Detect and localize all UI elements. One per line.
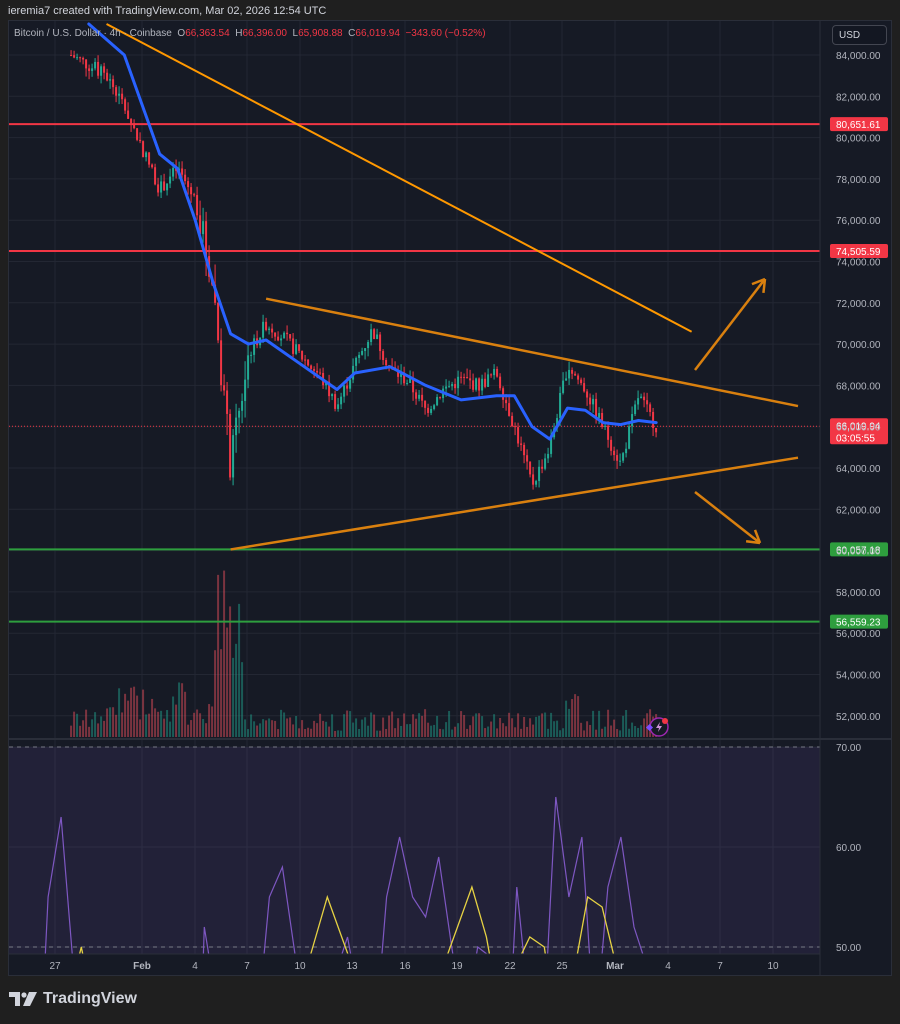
rsi-tick-label: 50.00 <box>836 943 861 954</box>
chart-caption: ieremia7 created with TradingView.com, M… <box>8 5 327 17</box>
long-term-ma-line[interactable] <box>106 23 693 333</box>
time-tick-label: 27 <box>49 961 61 972</box>
ema-line <box>87 22 658 441</box>
price-tick-label: 66,000.00 <box>836 423 881 434</box>
price-tick-label: 58,000.00 <box>836 588 881 599</box>
time-tick-label: 7 <box>717 961 723 972</box>
horizontal-levels[interactable]: 80,651.61 74,505.59 60,057.18 56,559.23 66,0… <box>9 117 888 629</box>
time-tick-label: 13 <box>346 961 358 972</box>
time-axis[interactable]: 27 Feb 4 7 10 13 16 19 22 25 Mar 4 7 10 <box>49 961 779 972</box>
candlestick-series <box>70 50 658 490</box>
level-price-tag <box>830 542 888 557</box>
time-tick-label: 10 <box>294 961 306 972</box>
level-price-label: 60,057.18 <box>836 545 881 556</box>
tradingview-logo-icon <box>9 992 37 1006</box>
bar-countdown-label: 03:05:55 <box>836 433 875 444</box>
time-tick-label: 19 <box>451 961 463 972</box>
close-label: C <box>348 28 356 39</box>
price-tick-label: 78,000.00 <box>836 175 881 186</box>
low-value: 65,908.88 <box>298 28 343 39</box>
time-tick-label: 4 <box>192 961 198 972</box>
level-price-tag <box>830 614 888 629</box>
symbol-name: Bitcoin / U.S. Dollar · 4h · Coinbase <box>14 28 172 39</box>
price-tick-label: 60,000.00 <box>836 547 881 558</box>
price-tick-label: 74,000.00 <box>836 258 881 269</box>
price-tick-label: 52,000.00 <box>836 712 881 723</box>
price-tick-label: 84,000.00 <box>836 51 881 62</box>
rsi-band <box>9 747 820 954</box>
time-tick-label: 10 <box>767 961 779 972</box>
price-tick-label: 54,000.00 <box>836 671 881 682</box>
open-label: O <box>177 28 186 39</box>
time-tick-label: 7 <box>244 961 250 972</box>
breakout-up-arrow[interactable] <box>694 278 766 371</box>
indicator-alert-icon[interactable] <box>645 717 669 737</box>
grid-lines <box>9 21 820 954</box>
close-value: 66,019.94 <box>355 28 400 39</box>
level-price-label: 74,505.59 <box>836 247 881 258</box>
level-price-tag <box>830 117 888 132</box>
time-tick-label: Mar <box>606 961 624 972</box>
volume-histogram <box>70 570 658 737</box>
triangle-lower-line[interactable] <box>230 456 799 551</box>
level-price-label: 56,559.23 <box>836 618 881 629</box>
open-value: 66,363.54 <box>185 28 230 39</box>
trendline-drawings[interactable] <box>106 23 799 551</box>
price-tick-label: 80,000.00 <box>836 134 881 145</box>
price-tick-label: 70,000.00 <box>836 340 881 351</box>
change-value: −343.60 (−0.52%) <box>405 28 486 39</box>
low-label: L <box>292 28 299 39</box>
price-tick-label: 62,000.00 <box>836 505 881 516</box>
breakdown-down-arrow[interactable] <box>694 491 761 544</box>
price-tick-label: 68,000.00 <box>836 381 881 392</box>
high-label: H <box>235 28 243 39</box>
currency-button[interactable]: USD <box>832 25 887 45</box>
rsi-tick-label: 60.00 <box>836 843 861 854</box>
level-price-tag <box>830 244 888 259</box>
high-value: 66,396.00 <box>242 28 287 39</box>
last-price-tag <box>830 418 888 445</box>
level-price-label: 80,651.61 <box>836 120 881 131</box>
time-tick-label: Feb <box>133 961 151 972</box>
price-tick-label: 76,000.00 <box>836 216 881 227</box>
time-tick-label: 4 <box>665 961 671 972</box>
triangle-upper-line[interactable] <box>265 297 799 408</box>
time-tick-label: 25 <box>556 961 568 972</box>
tradingview-logo[interactable]: TradingView <box>9 990 137 1008</box>
last-price-label: 66,019.94 <box>836 421 881 432</box>
price-axis[interactable]: 84,000.00 82,000.00 80,000.00 78,000.00 76,0… <box>836 51 881 723</box>
time-tick-label: 16 <box>399 961 411 972</box>
brand-name: TradingView <box>43 990 137 1007</box>
time-tick-label: 22 <box>504 961 516 972</box>
price-tick-label: 56,000.00 <box>836 629 881 640</box>
rsi-pane <box>9 746 820 954</box>
price-tick-label: 64,000.00 <box>836 464 881 475</box>
symbol-legend[interactable]: Bitcoin / U.S. Dollar · 4h · Coinbase O6… <box>14 28 486 39</box>
price-tick-label: 82,000.00 <box>836 92 881 103</box>
price-tick-label: 72,000.00 <box>836 299 881 310</box>
rsi-tick-label: 70.00 <box>836 743 861 754</box>
